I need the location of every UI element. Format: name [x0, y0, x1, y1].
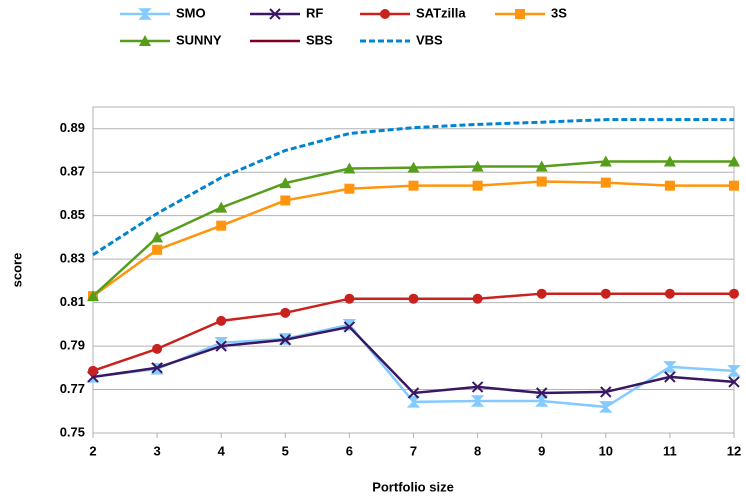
- marker: [535, 387, 548, 399]
- marker: [215, 340, 227, 352]
- marker: [344, 183, 355, 194]
- legend-label: SMO: [176, 5, 206, 20]
- marker: [216, 315, 227, 326]
- x-tick-label: 2: [89, 443, 96, 458]
- marker: [536, 288, 547, 299]
- y-tick-label: 0.75: [60, 424, 85, 439]
- marker: [728, 376, 740, 388]
- y-tick-label: 0.85: [60, 207, 85, 222]
- legend-label: 3S: [551, 5, 567, 20]
- marker: [88, 365, 98, 376]
- legend-item: SUNNY: [120, 32, 222, 47]
- legend-label: SBS: [306, 32, 333, 47]
- y-tick-label: 0.79: [60, 338, 85, 353]
- x-axis-title: Portfolio size: [372, 479, 454, 494]
- marker: [152, 244, 163, 255]
- marker: [279, 177, 292, 189]
- marker: [380, 9, 390, 19]
- marker: [515, 9, 525, 19]
- marker: [151, 362, 163, 374]
- marker: [215, 201, 228, 213]
- marker: [663, 155, 676, 167]
- y-tick-label: 0.89: [60, 120, 85, 135]
- x-tick-label: 3: [153, 443, 160, 458]
- marker: [408, 293, 419, 304]
- marker: [729, 288, 739, 299]
- y-tick-label: 0.77: [60, 381, 85, 396]
- series-line: [92, 118, 734, 257]
- marker: [600, 177, 611, 188]
- marker: [729, 180, 739, 191]
- x-tick-label: 11: [663, 443, 677, 458]
- legend-label: RF: [306, 5, 323, 20]
- marker: [152, 343, 163, 354]
- legend-item: VBS: [360, 32, 443, 47]
- marker: [280, 307, 291, 318]
- marker: [471, 160, 484, 172]
- marker: [151, 231, 164, 243]
- legend-item: SATzilla: [360, 5, 466, 20]
- x-tick-label: 5: [282, 443, 289, 458]
- y-tick-label: 0.83: [60, 251, 85, 266]
- marker: [470, 395, 485, 407]
- y-axis-title: score: [9, 253, 24, 288]
- series-line: [92, 325, 735, 395]
- marker: [408, 180, 419, 191]
- x-tick-label: 4: [218, 443, 226, 458]
- marker: [664, 288, 675, 299]
- x-tick-label: 12: [727, 443, 741, 458]
- marker: [344, 293, 355, 304]
- marker: [471, 381, 484, 393]
- marker: [599, 155, 612, 167]
- legend-item: 3S: [495, 5, 567, 20]
- legend-label: SATzilla: [416, 5, 466, 20]
- marker: [600, 386, 612, 398]
- marker: [280, 195, 291, 206]
- marker: [728, 155, 740, 167]
- legend-item: RF: [250, 5, 323, 20]
- marker: [407, 161, 420, 173]
- marker: [407, 387, 420, 399]
- marker: [216, 220, 227, 231]
- series-line: [92, 180, 734, 298]
- y-tick-label: 0.87: [60, 164, 85, 179]
- marker: [472, 293, 483, 304]
- legend-label: SUNNY: [176, 32, 222, 47]
- marker: [87, 290, 99, 302]
- marker: [472, 180, 483, 191]
- marker: [343, 321, 356, 333]
- x-tick-label: 6: [346, 443, 353, 458]
- marker: [664, 180, 675, 191]
- x-tick-label: 9: [538, 443, 545, 458]
- marker: [269, 8, 281, 20]
- legend-item: SMO: [120, 5, 206, 20]
- marker: [536, 176, 547, 187]
- x-tick-label: 7: [410, 443, 417, 458]
- x-tick-label: 10: [599, 443, 613, 458]
- legend-item: SBS: [250, 32, 333, 47]
- marker: [664, 371, 676, 383]
- marker: [598, 401, 613, 413]
- x-tick-label: 8: [474, 443, 481, 458]
- marker: [406, 396, 421, 408]
- marker: [727, 365, 741, 377]
- series-line: [92, 292, 734, 373]
- legend-label: VBS: [416, 32, 443, 47]
- marker: [138, 8, 152, 20]
- series-line: [92, 323, 735, 409]
- marker: [535, 160, 548, 172]
- y-tick-label: 0.81: [60, 294, 85, 309]
- marker: [279, 334, 292, 346]
- marker: [139, 35, 151, 46]
- marker: [343, 162, 356, 174]
- marker: [600, 288, 611, 299]
